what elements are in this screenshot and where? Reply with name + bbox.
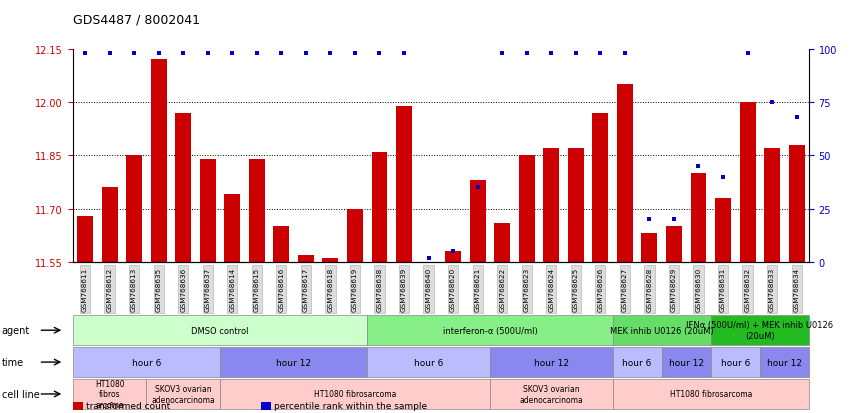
Point [618, 50, 632, 57]
Point [667, 216, 681, 223]
Point [324, 50, 337, 57]
Bar [691, 173, 706, 262]
Text: HT1080 fibrosarcoma: HT1080 fibrosarcoma [314, 389, 396, 399]
Point [152, 50, 165, 57]
Point [496, 50, 509, 57]
Text: SKOV3 ovarian
adenocarcinoma: SKOV3 ovarian adenocarcinoma [520, 385, 583, 404]
Point [765, 100, 779, 106]
Bar [372, 152, 388, 262]
Point [176, 50, 190, 57]
Bar [175, 113, 191, 262]
Text: SKOV3 ovarian
adenocarcinoma: SKOV3 ovarian adenocarcinoma [152, 385, 215, 404]
Text: transformed count: transformed count [86, 401, 169, 411]
Text: HT1080 fibrosarcoma: HT1080 fibrosarcoma [669, 389, 752, 399]
Text: hour 6: hour 6 [132, 358, 161, 367]
Bar [102, 188, 117, 262]
Text: agent: agent [2, 325, 30, 335]
Point [78, 50, 92, 57]
Bar [470, 181, 485, 262]
Bar [445, 252, 461, 262]
Text: percentile rank within the sample: percentile rank within the sample [274, 401, 427, 411]
Text: hour 6: hour 6 [721, 358, 750, 367]
Text: DMSO control: DMSO control [191, 326, 249, 335]
Point [593, 50, 607, 57]
Bar [494, 223, 510, 262]
Point [372, 50, 386, 57]
Point [250, 50, 264, 57]
Point [275, 50, 288, 57]
Bar [641, 234, 657, 262]
Point [471, 185, 484, 191]
Point [544, 50, 558, 57]
Point [446, 248, 460, 255]
Point [422, 255, 436, 261]
Bar [347, 209, 363, 262]
Point [740, 50, 754, 57]
Text: hour 12: hour 12 [669, 358, 704, 367]
Text: time: time [2, 357, 24, 367]
Bar [273, 227, 289, 262]
Bar [298, 255, 314, 262]
Text: cell line: cell line [2, 389, 39, 399]
Bar [77, 216, 93, 262]
Point [348, 50, 362, 57]
Bar [249, 159, 265, 262]
Bar [764, 149, 780, 262]
Point [520, 50, 533, 57]
Bar [151, 60, 167, 262]
Bar [544, 149, 559, 262]
Point [225, 50, 239, 57]
Bar [715, 198, 731, 262]
Text: IFNα (500U/ml) + MEK inhib U0126
(20uM): IFNα (500U/ml) + MEK inhib U0126 (20uM) [687, 321, 834, 340]
Bar [568, 149, 584, 262]
Bar [617, 85, 633, 262]
Bar [323, 259, 338, 262]
Text: HT1080
fibros
arcoma: HT1080 fibros arcoma [95, 379, 124, 409]
Text: hour 12: hour 12 [276, 358, 311, 367]
Bar [199, 159, 216, 262]
Text: interferon-α (500U/ml): interferon-α (500U/ml) [443, 326, 538, 335]
Point [201, 50, 215, 57]
Bar [396, 106, 412, 262]
Bar [126, 156, 142, 262]
Text: hour 6: hour 6 [622, 358, 651, 367]
Point [397, 50, 411, 57]
Point [569, 50, 583, 57]
Bar [666, 227, 682, 262]
Bar [224, 195, 241, 262]
Text: hour 12: hour 12 [767, 358, 802, 367]
Point [299, 50, 312, 57]
Point [128, 50, 141, 57]
Text: MEK inhib U0126 (20uM): MEK inhib U0126 (20uM) [609, 326, 714, 335]
Text: GDS4487 / 8002041: GDS4487 / 8002041 [73, 14, 199, 27]
Bar [740, 103, 756, 262]
Bar [519, 156, 535, 262]
Bar [592, 113, 609, 262]
Point [716, 174, 730, 180]
Point [643, 216, 657, 223]
Point [692, 163, 705, 170]
Text: hour 6: hour 6 [414, 358, 443, 367]
Text: hour 12: hour 12 [534, 358, 568, 367]
Point [790, 114, 804, 121]
Bar [788, 145, 805, 262]
Point [103, 50, 116, 57]
